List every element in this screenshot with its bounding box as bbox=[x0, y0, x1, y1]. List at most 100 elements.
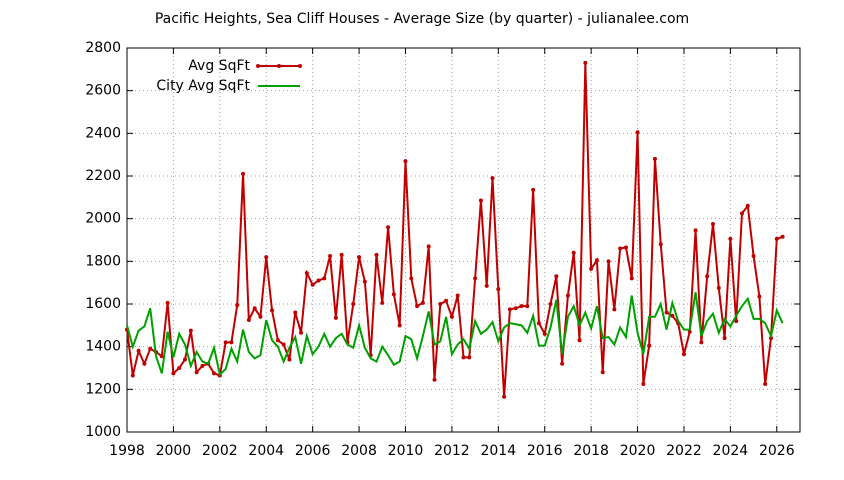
y-tick-label: 2200 bbox=[85, 168, 121, 184]
point bbox=[310, 282, 315, 287]
point bbox=[293, 310, 298, 315]
point bbox=[287, 357, 292, 362]
point bbox=[594, 258, 599, 263]
point bbox=[188, 328, 193, 333]
point bbox=[647, 343, 652, 348]
point bbox=[316, 278, 321, 283]
x-tick-label: 2008 bbox=[341, 443, 377, 459]
point bbox=[606, 259, 611, 264]
point bbox=[618, 246, 623, 251]
point bbox=[212, 371, 217, 376]
point bbox=[589, 266, 594, 271]
legend-marker bbox=[256, 64, 260, 68]
point bbox=[658, 242, 663, 247]
point bbox=[751, 254, 756, 258]
y-tick-label: 1400 bbox=[85, 339, 121, 355]
point bbox=[409, 276, 414, 281]
point bbox=[432, 377, 437, 382]
point bbox=[426, 244, 431, 249]
point bbox=[710, 222, 715, 226]
x-tick-label: 2024 bbox=[713, 443, 749, 459]
point bbox=[513, 306, 518, 311]
point bbox=[444, 298, 449, 303]
y-tick-label: 1600 bbox=[85, 296, 121, 312]
point bbox=[739, 211, 744, 216]
point bbox=[571, 250, 576, 255]
legend-marker bbox=[277, 64, 281, 68]
x-tick-label: 2012 bbox=[434, 443, 470, 459]
y-tick-label: 1800 bbox=[85, 253, 121, 269]
y-tick-label: 2800 bbox=[85, 40, 121, 56]
point bbox=[763, 382, 768, 386]
point bbox=[275, 338, 280, 343]
point bbox=[171, 371, 176, 376]
point bbox=[281, 342, 286, 347]
point bbox=[241, 171, 246, 176]
point bbox=[652, 156, 657, 161]
point bbox=[351, 302, 356, 306]
point bbox=[449, 314, 454, 319]
point bbox=[484, 283, 489, 288]
point bbox=[745, 203, 750, 208]
x-tick-label: 2006 bbox=[295, 443, 331, 459]
plot-border bbox=[126, 47, 801, 433]
x-tick-label: 2004 bbox=[248, 443, 284, 459]
point bbox=[142, 361, 147, 366]
x-tick-label: 2016 bbox=[527, 443, 563, 459]
point bbox=[252, 306, 257, 311]
point bbox=[478, 198, 483, 203]
point bbox=[374, 252, 379, 257]
point bbox=[322, 276, 327, 281]
x-tick-label: 2014 bbox=[480, 443, 516, 459]
point bbox=[612, 307, 617, 312]
point bbox=[722, 336, 727, 341]
legend-label: City Avg SqFt bbox=[156, 78, 250, 94]
point bbox=[629, 276, 634, 281]
point bbox=[333, 315, 338, 320]
point bbox=[438, 302, 443, 306]
point bbox=[490, 176, 495, 181]
point bbox=[391, 292, 396, 297]
point bbox=[473, 276, 478, 281]
point bbox=[223, 340, 228, 345]
point bbox=[780, 234, 785, 239]
x-tick-label: 2002 bbox=[202, 443, 238, 459]
point bbox=[229, 340, 234, 345]
point bbox=[264, 255, 269, 260]
point bbox=[560, 361, 565, 366]
point bbox=[270, 308, 275, 313]
point bbox=[165, 300, 170, 305]
point bbox=[357, 255, 362, 260]
point bbox=[734, 319, 739, 324]
point bbox=[136, 348, 141, 353]
x-tick-label: 2026 bbox=[759, 443, 795, 459]
point bbox=[246, 318, 251, 322]
y-tick-label: 2000 bbox=[85, 211, 121, 227]
point bbox=[670, 313, 675, 318]
point bbox=[716, 286, 721, 290]
y-tick-label: 2600 bbox=[85, 83, 121, 99]
point bbox=[519, 304, 524, 309]
point bbox=[502, 394, 507, 399]
point bbox=[258, 314, 263, 319]
point bbox=[455, 293, 460, 298]
point bbox=[461, 355, 466, 360]
point bbox=[542, 331, 547, 336]
point bbox=[664, 310, 669, 315]
point bbox=[525, 304, 530, 309]
point bbox=[554, 274, 559, 279]
point bbox=[728, 236, 733, 241]
point bbox=[159, 354, 164, 359]
point bbox=[623, 245, 628, 250]
point bbox=[496, 287, 501, 292]
point bbox=[687, 329, 692, 334]
point bbox=[536, 321, 541, 326]
x-tick-label: 2020 bbox=[620, 443, 656, 459]
point bbox=[194, 370, 199, 375]
point bbox=[380, 300, 385, 305]
point bbox=[548, 302, 553, 306]
point bbox=[362, 279, 367, 284]
x-tick-label: 2000 bbox=[156, 443, 192, 459]
point bbox=[200, 363, 205, 368]
